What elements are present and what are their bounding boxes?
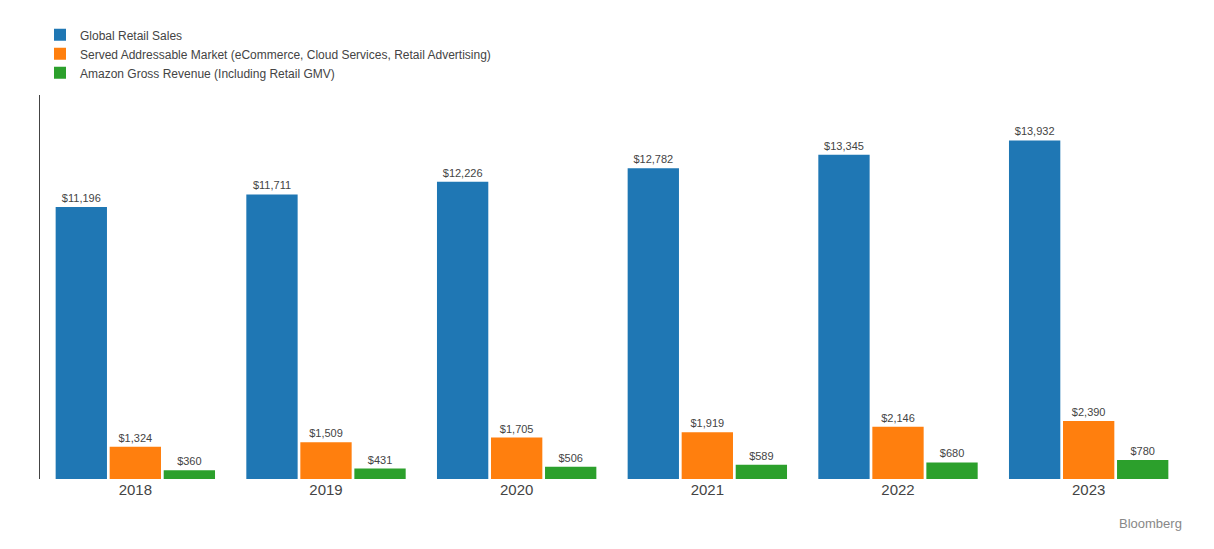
svg-text:$780: $780 — [1130, 445, 1154, 457]
svg-text:$680: $680 — [940, 447, 964, 459]
svg-text:Bloomberg: Bloomberg — [1119, 516, 1182, 531]
svg-text:2018: 2018 — [119, 481, 152, 498]
svg-text:2021: 2021 — [691, 481, 724, 498]
svg-text:$13,932: $13,932 — [1015, 125, 1055, 137]
svg-text:$1,509: $1,509 — [309, 427, 343, 439]
svg-text:2020: 2020 — [500, 481, 533, 498]
svg-text:Amazon Gross Revenue (Includin: Amazon Gross Revenue (Including Retail G… — [80, 67, 335, 81]
svg-text:$12,782: $12,782 — [633, 153, 673, 165]
svg-text:2022: 2022 — [881, 481, 914, 498]
svg-text:$2,390: $2,390 — [1072, 406, 1106, 418]
svg-text:$431: $431 — [368, 454, 392, 466]
svg-text:$12,226: $12,226 — [443, 167, 483, 179]
svg-text:2019: 2019 — [309, 481, 342, 498]
svg-text:Global Retail Sales: Global Retail Sales — [80, 29, 182, 43]
svg-text:$589: $589 — [749, 450, 773, 462]
svg-text:$506: $506 — [558, 452, 582, 464]
svg-text:$13,345: $13,345 — [824, 140, 864, 152]
svg-text:$360: $360 — [177, 455, 201, 467]
svg-text:2023: 2023 — [1072, 481, 1105, 498]
svg-text:Served Addressable Market (eCo: Served Addressable Market (eCommerce, Cl… — [80, 48, 491, 62]
svg-text:$11,196: $11,196 — [62, 192, 101, 204]
svg-text:$11,711: $11,711 — [253, 179, 291, 191]
svg-text:$2,146: $2,146 — [881, 412, 915, 424]
svg-text:$1,324: $1,324 — [119, 432, 153, 444]
svg-text:$1,919: $1,919 — [691, 417, 725, 429]
svg-text:$1,705: $1,705 — [500, 423, 534, 435]
